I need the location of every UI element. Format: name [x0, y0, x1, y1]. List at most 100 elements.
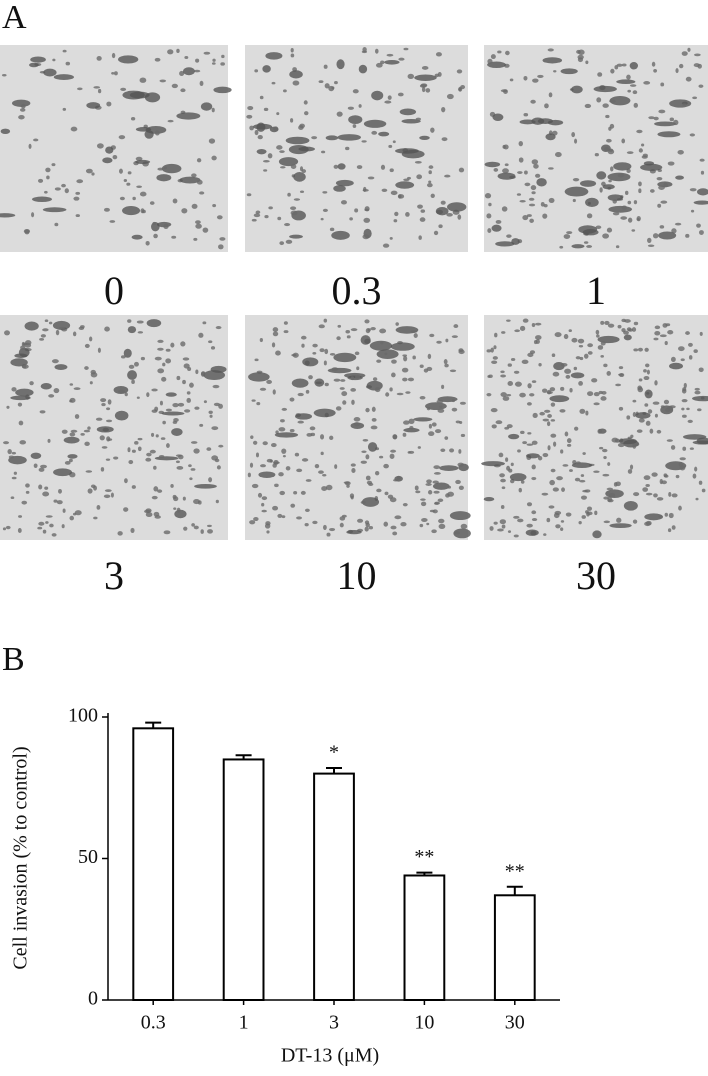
cell: [574, 477, 581, 482]
cell: [690, 209, 695, 213]
micrograph: [484, 45, 708, 252]
cell: [249, 462, 254, 468]
cell: [31, 212, 35, 218]
cell: [571, 462, 593, 469]
cell: [538, 363, 542, 367]
cell: [190, 468, 196, 471]
cell: [663, 399, 670, 405]
cell: [645, 363, 650, 368]
cell: [527, 432, 532, 435]
cell: [15, 388, 34, 397]
cell: [429, 509, 435, 513]
cell: [571, 337, 578, 343]
cell: [433, 465, 441, 470]
cell: [658, 185, 665, 190]
cell: [220, 62, 225, 66]
cell: [518, 157, 524, 163]
cell: [597, 345, 604, 350]
cell: [529, 393, 535, 397]
cell: [596, 334, 600, 338]
cell: [683, 382, 687, 389]
cell: [413, 333, 418, 338]
cell: [523, 170, 528, 175]
cell: [668, 491, 672, 497]
cell: [595, 225, 602, 229]
cell: [365, 454, 370, 460]
cell: [146, 452, 152, 457]
cell: [647, 237, 652, 243]
cell: [438, 518, 445, 524]
cell: [364, 208, 370, 212]
cell: [633, 200, 638, 205]
cell: [40, 464, 47, 469]
cell: [285, 466, 291, 471]
cell: [371, 406, 376, 412]
cell: [24, 340, 32, 346]
cell: [136, 185, 142, 188]
cell: [333, 164, 339, 169]
cell: [271, 342, 276, 348]
cell: [360, 460, 367, 464]
cell: [595, 329, 600, 335]
cell: [616, 517, 622, 523]
cell: [616, 79, 636, 85]
cell: [64, 461, 71, 465]
bar: [493, 894, 536, 1001]
cell: [665, 407, 670, 413]
cell: [151, 388, 158, 392]
cell: [72, 331, 77, 337]
cell: [289, 234, 303, 239]
cell: [493, 521, 498, 525]
cell: [13, 471, 17, 475]
cell: [284, 223, 291, 227]
cell: [273, 126, 279, 132]
cell: [139, 191, 147, 197]
cell: [531, 159, 539, 165]
cell: [459, 401, 466, 405]
cell: [531, 440, 538, 445]
cell: [554, 152, 562, 158]
cell: [337, 134, 361, 141]
y-tick-label: 0: [88, 988, 98, 1010]
cell: [604, 147, 609, 151]
cell: [390, 525, 397, 530]
cell: [46, 175, 50, 180]
cell: [145, 125, 167, 134]
cell: [560, 449, 564, 454]
cell: [59, 326, 65, 330]
cell: [145, 512, 153, 518]
cell: [692, 440, 708, 445]
cell: [181, 208, 188, 214]
cell: [347, 375, 363, 381]
cell: [535, 173, 541, 178]
cell: [665, 323, 671, 327]
cell: [561, 487, 565, 492]
cell: [293, 172, 306, 182]
cell: [42, 207, 67, 213]
cell: [618, 373, 625, 378]
cell: [574, 426, 579, 431]
cell: [560, 68, 578, 75]
cell: [326, 532, 331, 537]
cell: [67, 454, 78, 459]
cell: [559, 245, 564, 249]
cell: [551, 353, 556, 358]
cell: [658, 109, 666, 114]
cell: [403, 356, 408, 362]
cell: [302, 357, 319, 367]
cell: [584, 489, 591, 493]
cell: [623, 334, 632, 341]
cell: [323, 318, 328, 323]
cell: [629, 84, 637, 87]
cell: [213, 86, 232, 94]
cell: [333, 352, 357, 363]
cell: [631, 229, 636, 232]
cell: [384, 491, 389, 496]
cell: [271, 81, 276, 85]
cell: [159, 79, 167, 83]
cell: [154, 130, 160, 136]
cell: [17, 402, 23, 407]
cell: [441, 107, 446, 113]
cell: [11, 451, 17, 455]
cell: [25, 483, 30, 488]
